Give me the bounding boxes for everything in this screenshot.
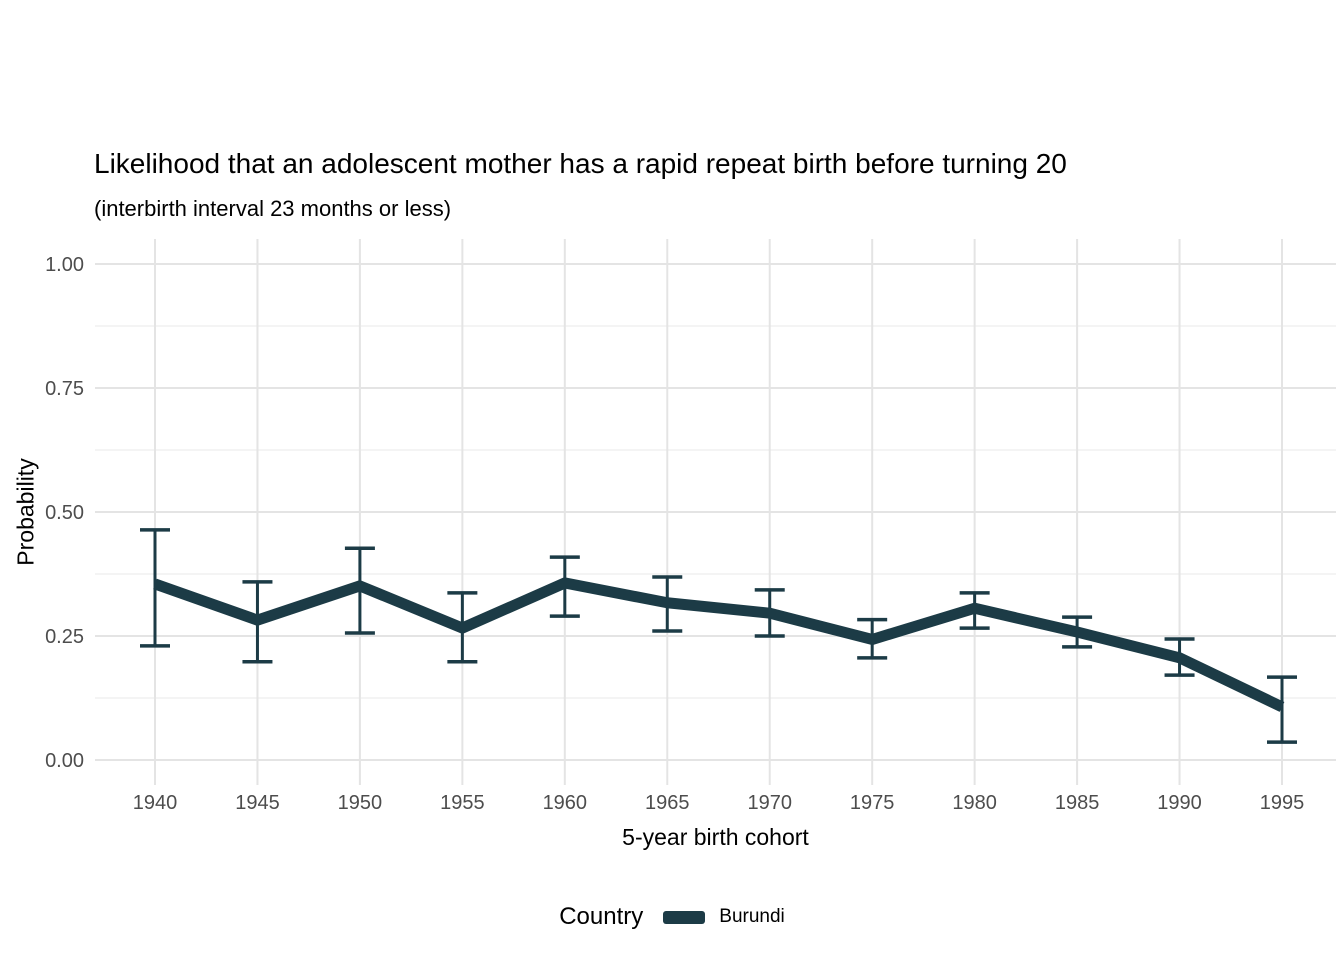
x-tick-label: 1955 bbox=[440, 792, 485, 814]
x-tick-label: 1960 bbox=[543, 792, 588, 814]
y-axis-title: Probability bbox=[12, 458, 39, 566]
legend-label-burundi: Burundi bbox=[719, 906, 785, 927]
x-axis-title: 5-year birth cohort bbox=[622, 824, 809, 850]
x-tick-label: 1970 bbox=[747, 792, 792, 814]
x-tick-label: 1995 bbox=[1260, 792, 1305, 814]
y-tick-label: 0.75 bbox=[45, 378, 84, 400]
x-tick-label: 1965 bbox=[645, 792, 690, 814]
legend-key-burundi bbox=[663, 910, 706, 924]
x-tick-label: 1940 bbox=[133, 792, 178, 814]
legend-title: Country bbox=[559, 903, 644, 930]
x-tick-label: 1975 bbox=[850, 792, 895, 814]
y-tick-label: 0.00 bbox=[45, 750, 84, 772]
x-tick-label: 1990 bbox=[1157, 792, 1202, 814]
x-tick-label: 1945 bbox=[235, 792, 280, 814]
y-tick-label: 0.50 bbox=[45, 502, 84, 524]
x-tick-label: 1950 bbox=[338, 792, 383, 814]
errorbar-1995 bbox=[1267, 675, 1297, 744]
y-tick-label: 0.25 bbox=[45, 626, 84, 648]
x-tick-label: 1985 bbox=[1055, 792, 1100, 814]
y-tick-label: 1.00 bbox=[45, 254, 84, 276]
legend: Country Burundi bbox=[0, 903, 1344, 931]
series-line-burundi bbox=[153, 577, 1285, 712]
x-tick-label: 1980 bbox=[952, 792, 997, 814]
chart-subtitle: (interbirth interval 23 months or less) bbox=[94, 196, 452, 221]
legend-item-burundi: Burundi bbox=[663, 906, 785, 928]
chart-title: Likelihood that an adolescent mother has… bbox=[94, 148, 1067, 179]
